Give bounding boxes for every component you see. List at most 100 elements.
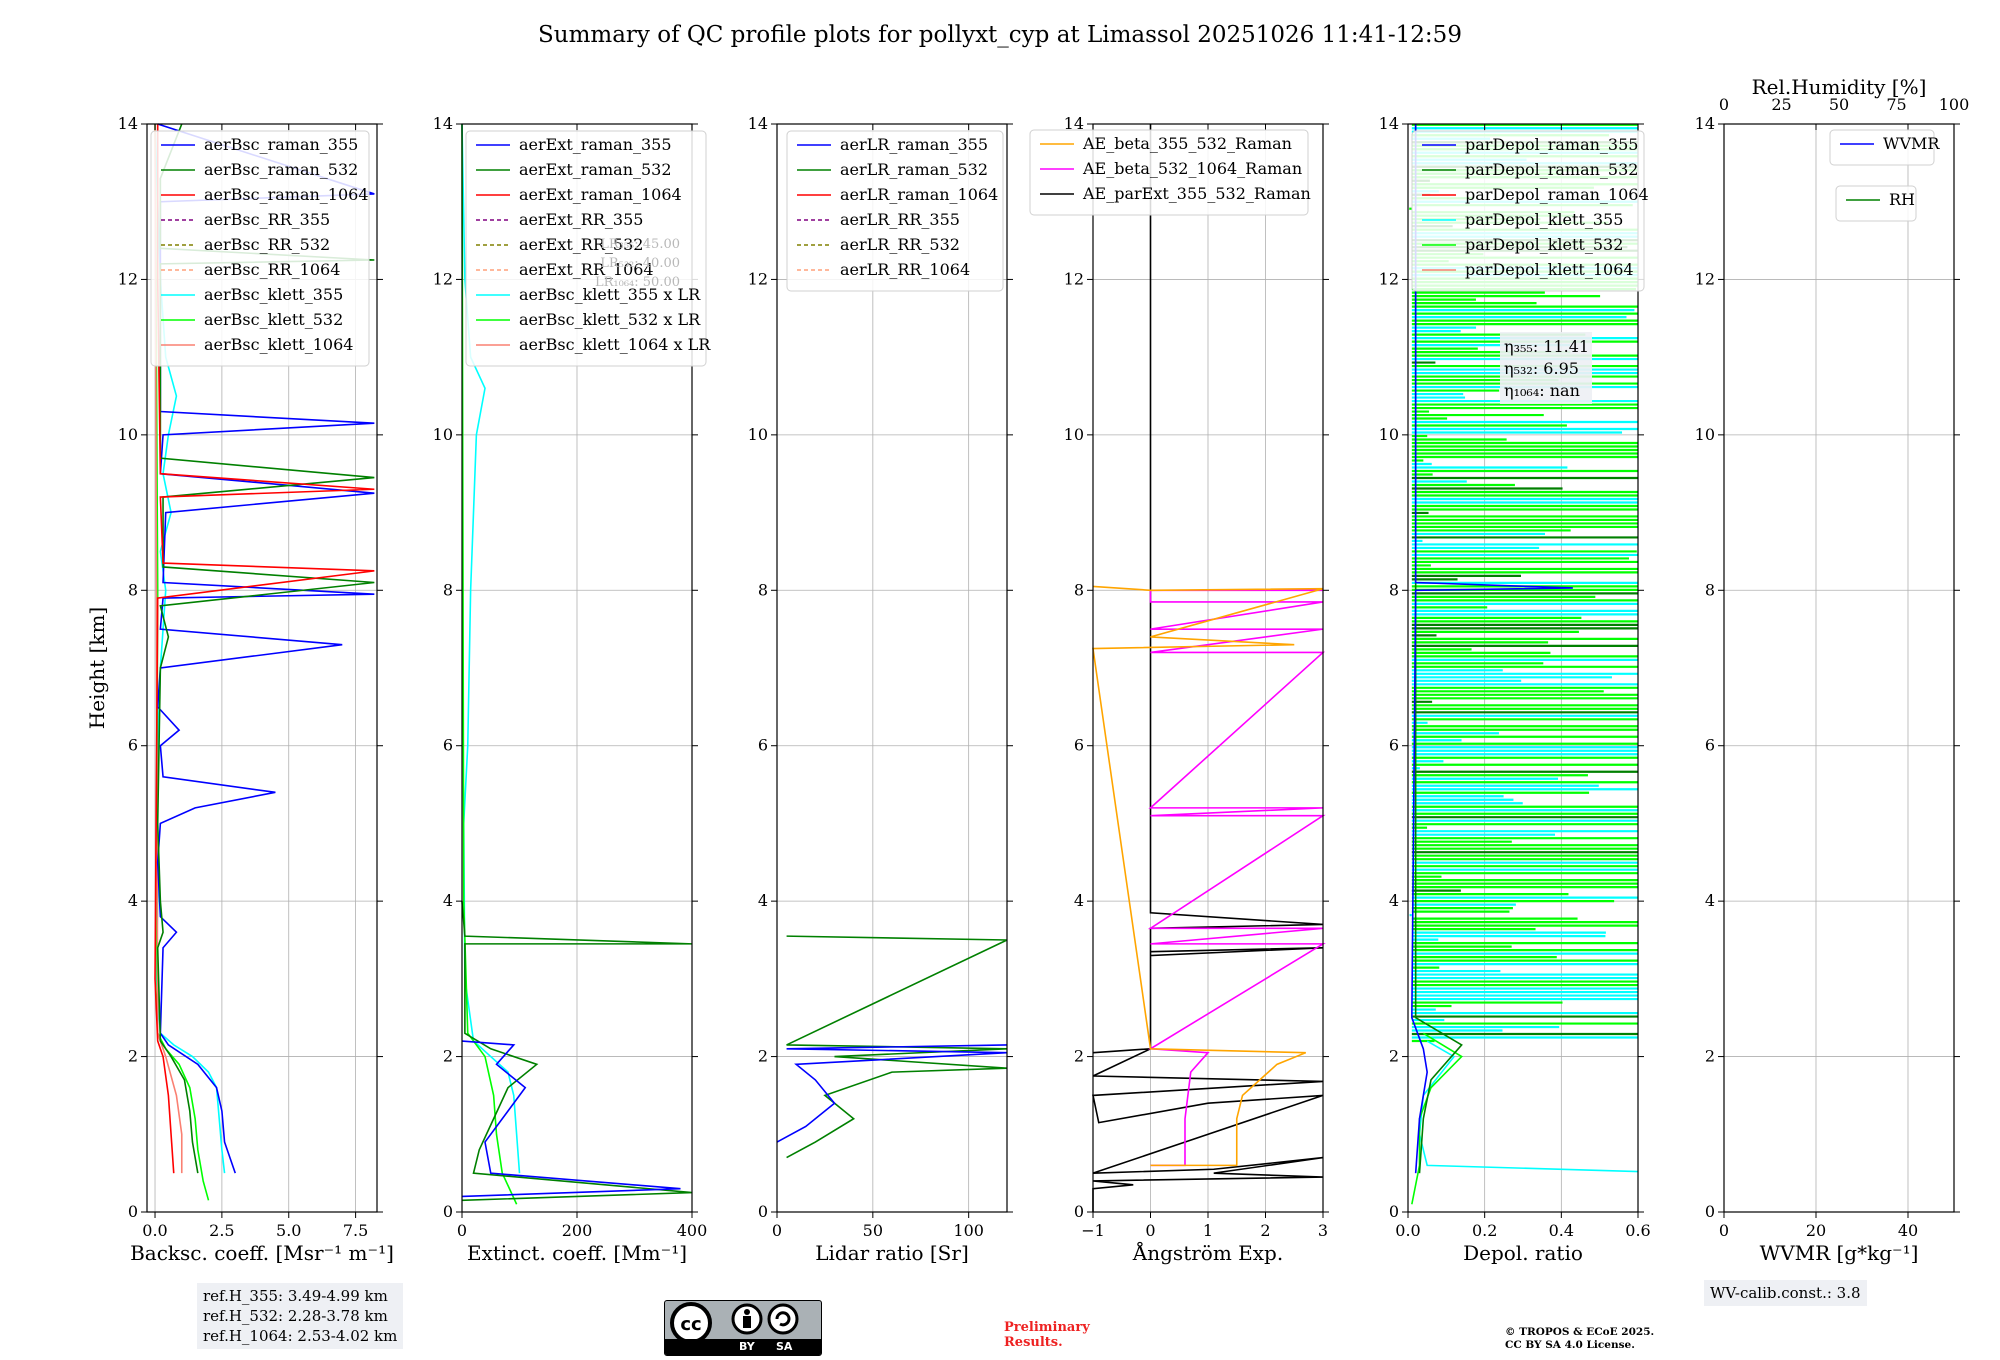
eta-label: η₃₅₅: 11.41 <box>1504 337 1589 356</box>
legend-label: WVMR <box>1883 134 1940 153</box>
legend-rh: RH <box>1835 185 1917 222</box>
y-tick-label: 0 <box>758 1202 768 1221</box>
x-tick-label: 200 <box>562 1221 593 1240</box>
legend-label: aerBsc_klett_532 <box>204 310 343 329</box>
y-tick-label: 6 <box>1389 736 1399 755</box>
x-tick-label: 20 <box>1806 1221 1826 1240</box>
y-tick-label: 12 <box>1064 269 1084 288</box>
x-tick-label: 1 <box>1203 1221 1213 1240</box>
x-tick-label: −1 <box>1081 1221 1105 1240</box>
legend-box <box>1835 185 1917 222</box>
legend-lidar_ratio: aerLR_raman_355 aerLR_raman_532 aerLR_rama… <box>786 130 1004 292</box>
y-tick-label: 6 <box>758 736 768 755</box>
panel-wvmr: 0 20 40 0 2 4 6 8 10 12 14 WVMR [g*kg⁻¹] 0 25 50 75 100 R… <box>1695 75 1970 1265</box>
y-tick-label: 14 <box>748 114 768 133</box>
series-line-aerBsc_klett_355 x LR <box>461 123 521 1174</box>
ref-height-355: ref.H_355: 3.49-4.99 km <box>203 1287 388 1305</box>
legend-angstrom: AE_beta_355_532_Raman AE_beta_532_1064_Ra… <box>1029 129 1311 216</box>
x-axis-label: Ångström Exp. <box>1132 1240 1283 1265</box>
cc-bar: BY SA <box>665 1339 821 1355</box>
y-tick-label: 0 <box>1389 1202 1399 1221</box>
legend-label: aerBsc_RR_355 <box>204 210 330 229</box>
cc-by-label: BY <box>739 1340 755 1353</box>
copyright-note: © TROPOS & ECoE 2025. CC BY SA 4.0 Licen… <box>1505 1326 1654 1352</box>
y-tick-label: 4 <box>758 891 768 910</box>
panel-lidar_ratio: 0 50 100 0 2 4 6 8 10 12 14 Lidar ratio [Sr] aerLR_r… <box>748 114 1013 1265</box>
cc-sa-label: SA <box>776 1340 793 1353</box>
top-x-axis-label: Rel.Humidity [%] <box>1752 75 1927 99</box>
y-tick-label: 10 <box>118 425 138 444</box>
cc-license-icon: cc <box>670 1302 799 1344</box>
series-line-parDepol_raman_532 <box>1414 124 1463 1174</box>
legend-label: aerExt_raman_1064 <box>519 185 682 204</box>
cc-icon-text: cc <box>680 1314 701 1335</box>
plot-frame <box>776 123 1008 1213</box>
y-tick-label: 6 <box>443 736 453 755</box>
top-x-tick-label: 0 <box>1719 95 1729 114</box>
y-tick-label: 4 <box>1705 891 1715 910</box>
y-tick-label: 8 <box>1074 580 1084 599</box>
top-x-tick-label: 75 <box>1886 95 1906 114</box>
legend-label: parDepol_raman_1064 <box>1465 185 1649 204</box>
y-tick-label: 0 <box>1074 1202 1084 1221</box>
legend-label: aerBsc_RR_532 <box>204 235 330 254</box>
x-tick-label: 2.5 <box>209 1221 234 1240</box>
legend-label: aerBsc_klett_532 x LR <box>519 310 701 329</box>
series-line-parDepol_raman_355 <box>1411 124 1573 1174</box>
series-line-AE_beta_532_1064_Raman <box>1147 589 1326 1167</box>
x-tick-label: 0 <box>457 1221 467 1240</box>
series-line-aerBsc_raman_1064 <box>154 124 375 1174</box>
y-tick-label: 12 <box>1695 269 1715 288</box>
y-tick-label: 2 <box>1705 1047 1715 1066</box>
legend-backscatter: aerBsc_raman_355 aerBsc_raman_532 aerBsc_r… <box>150 130 370 367</box>
legend-label: AE_parExt_355_532_Raman <box>1082 184 1311 203</box>
x-tick-label: 7.5 <box>343 1221 368 1240</box>
preliminary-note: Preliminary Results. <box>1004 1320 1090 1350</box>
legend-label: parDepol_raman_355 <box>1465 135 1638 154</box>
y-tick-label: 14 <box>1064 114 1084 133</box>
legend-label: parDepol_klett_1064 <box>1465 260 1634 279</box>
x-tick-label: 0.0 <box>1395 1221 1420 1240</box>
x-axis-label: Depol. ratio <box>1463 1241 1583 1265</box>
x-axis-label: Backsc. coeff. [Msr⁻¹ m⁻¹] <box>130 1241 394 1265</box>
legend-depol: parDepol_raman_355 parDepol_raman_532 parD… <box>1411 130 1649 292</box>
series-line-aerBsc_raman_355 <box>156 123 375 1174</box>
preliminary-line-2: Results. <box>1004 1335 1063 1350</box>
series-line-aerLR_raman_355 <box>776 1044 1008 1143</box>
legend-label: AE_beta_532_1064_Raman <box>1082 159 1302 178</box>
y-tick-label: 10 <box>433 425 453 444</box>
eta-label: η₁₀₆₄: nan <box>1504 381 1580 400</box>
x-tick-label: 100 <box>953 1221 984 1240</box>
legend-label: aerLR_raman_355 <box>840 135 988 154</box>
y-tick-label: 8 <box>443 580 453 599</box>
y-tick-label: 8 <box>758 580 768 599</box>
legend-label: aerBsc_raman_1064 <box>204 185 369 204</box>
legend-extinction: aerExt_raman_355 aerExt_raman_532 aerExt_r… <box>465 130 711 367</box>
legend-label: parDepol_raman_532 <box>1465 160 1638 179</box>
y-tick-label: 2 <box>128 1047 138 1066</box>
ref-height-532: ref.H_532: 2.28-3.78 km <box>203 1307 388 1325</box>
y-tick-label: 8 <box>1705 580 1715 599</box>
copyright-line-2: CC BY SA 4.0 License. <box>1505 1339 1635 1351</box>
x-tick-label: 0.4 <box>1549 1221 1574 1240</box>
legend-box <box>465 130 707 367</box>
x-tick-label: 40 <box>1898 1221 1918 1240</box>
y-tick-label: 14 <box>118 114 138 133</box>
legend-label: parDepol_klett_532 <box>1465 235 1623 254</box>
y-tick-label: 12 <box>118 269 138 288</box>
legend-label: aerBsc_raman_355 <box>204 135 358 154</box>
x-tick-label: 50 <box>863 1221 883 1240</box>
y-tick-label: 2 <box>443 1047 453 1066</box>
x-tick-label: 2 <box>1260 1221 1270 1240</box>
y-tick-label: 12 <box>433 269 453 288</box>
wv-calib-note: WV-calib.const.: 3.8 <box>1704 1280 1867 1306</box>
cc-by-sa-badge: cc BY SA <box>664 1300 822 1356</box>
top-x-tick-label: 25 <box>1771 95 1791 114</box>
x-tick-label: 0 <box>1145 1221 1155 1240</box>
y-tick-label: 8 <box>1389 580 1399 599</box>
y-tick-label: 14 <box>433 114 453 133</box>
figure-title: Summary of QC profile plots for pollyxt_… <box>538 22 1462 48</box>
legend-label: aerLR_raman_1064 <box>840 185 998 204</box>
series-line-aerBsc_klett_1064 <box>154 123 183 1174</box>
